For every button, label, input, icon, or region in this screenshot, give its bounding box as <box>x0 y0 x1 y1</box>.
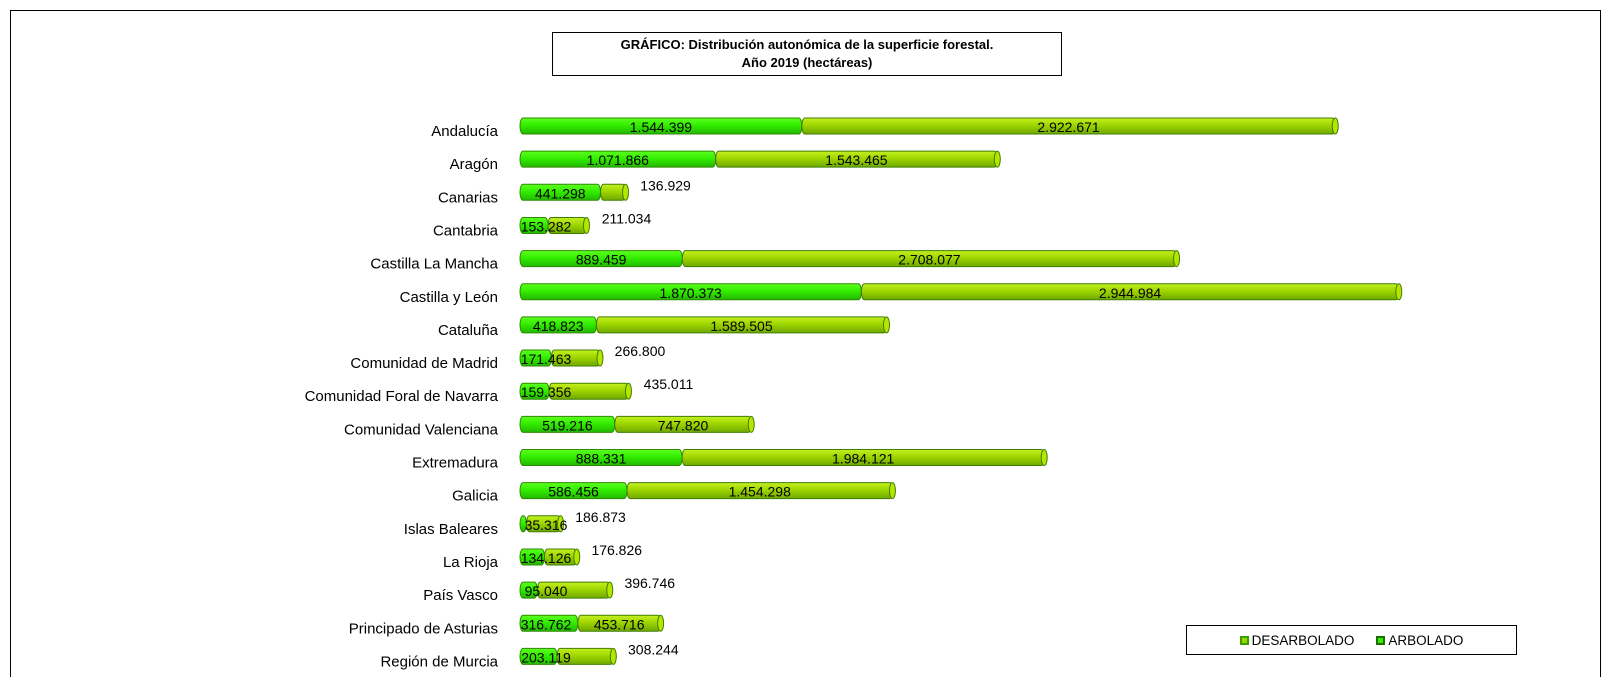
data-label-desarbolado-aragon: 1.071.866 <box>587 152 649 168</box>
category-label-cantabria: Cantabria <box>433 222 499 239</box>
bar-cap-comunidad-de-madrid <box>596 349 604 367</box>
data-label-arbolado-castilla-la-mancha: 2.708.077 <box>898 252 960 268</box>
category-label-region-de-murcia: Región de Murcia <box>380 653 498 670</box>
bar-cap-islas-baleares <box>557 515 565 533</box>
data-label-arbolado-castilla-y-leon: 2.944.984 <box>1099 285 1161 301</box>
data-label-arbolado-canarias: 136.929 <box>640 177 691 193</box>
data-label-arbolado-pais-vasco: 396.746 <box>624 575 675 591</box>
data-label-arbolado-islas-baleares: 186.873 <box>575 509 626 525</box>
bar-cap-principado-de-asturias <box>657 614 665 632</box>
data-label-desarbolado-region-de-murcia: 203.119 <box>521 649 571 665</box>
category-label-cataluna: Cataluña <box>438 322 499 339</box>
bar-cap-canarias <box>622 183 630 201</box>
category-label-galicia: Galicia <box>452 488 499 505</box>
category-label-extremadura: Extremadura <box>412 455 499 472</box>
bar-cap-cataluna <box>883 316 891 334</box>
chart-title-box: GRÁFICO: Distribución autonómica de la s… <box>552 32 1062 76</box>
bar-cap-castilla-y-leon <box>1395 283 1403 301</box>
category-label-andalucia: Andalucía <box>431 123 498 140</box>
data-label-arbolado-galicia: 1.454.298 <box>729 484 791 500</box>
legend-swatch-desarbolado <box>1239 635 1249 645</box>
category-label-la-rioja: La Rioja <box>443 554 499 571</box>
data-label-desarbolado-extremadura: 888.331 <box>576 451 627 467</box>
bar-series <box>519 117 1403 665</box>
data-label-desarbolado-islas-baleares: 35.316 <box>525 517 568 533</box>
bar-cap-pais-vasco <box>606 581 614 599</box>
bar-cap-la-rioja <box>573 548 581 566</box>
data-label-arbolado-aragon: 1.543.465 <box>825 152 887 168</box>
category-labels: Andalucía Aragón Canarias Cantabria Castilla… <box>305 123 499 670</box>
data-label-desarbolado-canarias: 441.298 <box>535 185 586 201</box>
legend-item-desarbolado: DESARBOLADO <box>1239 632 1355 648</box>
data-labels: 1.544.399 2.922.671 1.071.866 1.543.465 441.… <box>521 119 1162 665</box>
category-label-comunidad-de-madrid: Comunidad de Madrid <box>350 355 498 372</box>
data-label-arbolado-comunidad-de-madrid: 266.800 <box>615 343 666 359</box>
category-label-principado-de-asturias: Principado de Asturias <box>349 620 498 637</box>
bar-cap-comunidad-valenciana <box>747 415 755 433</box>
chart-title: GRÁFICO: Distribución autonómica de la s… <box>620 37 994 52</box>
data-label-arbolado-region-de-murcia: 308.244 <box>628 641 679 657</box>
legend-swatch-arbolado <box>1376 635 1386 645</box>
data-label-arbolado-comunidad-foral-de-navarra: 435.011 <box>644 376 694 392</box>
data-label-desarbolado-comunidad-valenciana: 519.216 <box>542 417 593 433</box>
category-label-canarias: Canarias <box>438 189 498 206</box>
category-label-comunidad-valenciana: Comunidad Valenciana <box>344 421 499 438</box>
category-label-comunidad-foral-de-navarra: Comunidad Foral de Navarra <box>305 388 499 405</box>
data-label-desarbolado-la-rioja: 134.126 <box>521 550 572 566</box>
data-label-desarbolado-castilla-y-leon: 1.870.373 <box>660 285 722 301</box>
data-label-arbolado-andalucia: 2.922.671 <box>1037 119 1099 135</box>
data-label-desarbolado-castilla-la-mancha: 889.459 <box>576 252 627 268</box>
category-label-castilla-y-leon: Castilla y León <box>400 289 498 306</box>
legend: DESARBOLADO ARBOLADO <box>1186 625 1517 655</box>
legend-label-desarbolado: DESARBOLADO <box>1251 632 1355 648</box>
data-label-arbolado-la-rioja: 176.826 <box>591 542 642 558</box>
data-label-desarbolado-pais-vasco: 95.040 <box>525 583 568 599</box>
category-label-islas-baleares: Islas Baleares <box>404 521 498 538</box>
bar-cap-extremadura <box>1040 449 1048 466</box>
bar-cap-andalucia <box>1331 117 1339 135</box>
chart-frame <box>10 10 1601 677</box>
data-label-desarbolado-comunidad-de-madrid: 171.463 <box>521 351 572 367</box>
category-label-aragon: Aragón <box>450 156 498 173</box>
data-label-desarbolado-principado-de-asturias: 316.762 <box>521 616 572 632</box>
bar-cap-galicia <box>888 482 896 500</box>
data-label-desarbolado-andalucia: 1.544.399 <box>630 119 692 135</box>
data-label-desarbolado-comunidad-foral-de-navarra: 159.356 <box>521 384 572 400</box>
data-label-arbolado-principado-de-asturias: 453.716 <box>594 616 645 632</box>
bar-cap-aragon <box>993 150 1001 168</box>
data-label-desarbolado-galicia: 586.456 <box>548 484 599 500</box>
data-label-arbolado-cataluna: 1.589.505 <box>710 318 772 334</box>
bar-cap-comunidad-foral-de-navarra <box>624 382 632 400</box>
legend-item-arbolado: ARBOLADO <box>1376 633 1463 648</box>
category-label-castilla-la-mancha: Castilla La Mancha <box>370 256 498 273</box>
bar-cap-region-de-murcia <box>609 647 617 665</box>
chart-subtitle: Año 2019 (hectáreas) <box>741 55 873 70</box>
data-label-desarbolado-cantabria: 153.282 <box>521 218 572 234</box>
bar-cap-castilla-la-mancha <box>1173 250 1181 268</box>
data-label-arbolado-comunidad-valenciana: 747.820 <box>658 417 709 433</box>
data-label-arbolado-extremadura: 1.984.121 <box>832 451 894 467</box>
category-label-pais-vasco: País Vasco <box>423 587 498 604</box>
data-label-arbolado-cantabria: 211.034 <box>602 210 652 226</box>
bar-cap-cantabria <box>582 216 590 234</box>
data-label-desarbolado-cataluna: 418.823 <box>533 318 584 334</box>
legend-label-arbolado: ARBOLADO <box>1388 632 1464 648</box>
bar-arbolado-canarias <box>600 183 627 201</box>
